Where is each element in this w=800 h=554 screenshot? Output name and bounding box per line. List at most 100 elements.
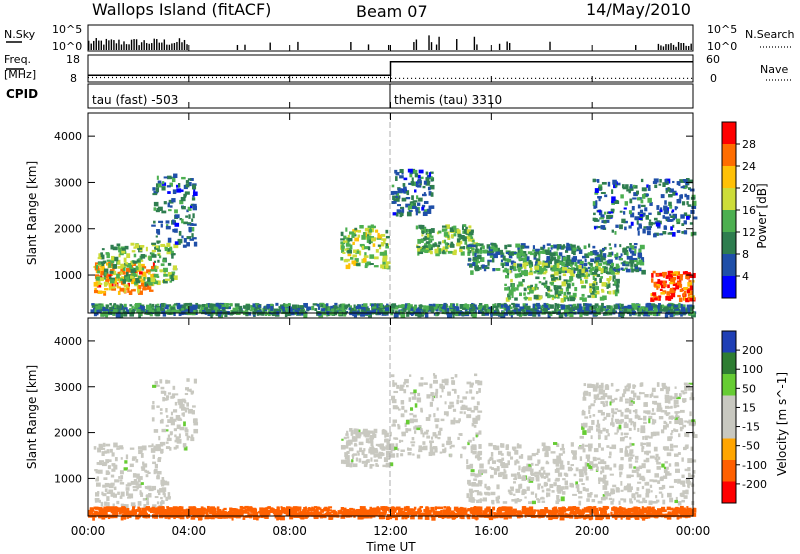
vel-cell (355, 457, 358, 462)
power-cell (609, 305, 613, 309)
vel-cell (646, 410, 651, 415)
power-cell (553, 276, 558, 280)
vel-cell (641, 485, 645, 490)
vel-cell (355, 436, 358, 442)
power-cell (138, 307, 143, 310)
vel-cell (617, 409, 622, 413)
power-cell (546, 257, 550, 262)
vel-cell (521, 476, 527, 481)
power-cell (424, 235, 428, 239)
power-cell (545, 264, 549, 268)
vel-cell (660, 410, 665, 413)
power-cell (152, 187, 156, 191)
vel-cell (169, 431, 173, 435)
power-cell (160, 223, 163, 228)
power-cell (552, 266, 557, 271)
colorbar-tick-label: 4 (742, 270, 749, 283)
colorbar-swatch (722, 232, 736, 254)
power-cell (150, 277, 156, 283)
vel-cell (193, 378, 197, 384)
power-cell (148, 289, 154, 292)
nsearch-ytick-top: 10^5 (707, 23, 737, 36)
power-cell (558, 312, 564, 318)
vel-cell (159, 501, 163, 504)
power-cell (581, 272, 585, 276)
power-cell (594, 188, 599, 193)
vel-cell (663, 466, 666, 470)
power-cell (520, 309, 525, 312)
power-cell (460, 251, 465, 256)
vel-cell (350, 430, 354, 435)
vel-cell (553, 442, 558, 445)
power-cell (611, 200, 615, 204)
vel-cell (352, 463, 358, 468)
vel-cell (400, 449, 405, 452)
power-cell (415, 225, 419, 230)
vel-cell (397, 448, 400, 451)
vel-cell (621, 393, 625, 398)
vel-cell (668, 472, 672, 476)
power-cell (383, 239, 386, 245)
power-cell (133, 267, 137, 272)
power-cell (416, 311, 419, 317)
vel-cell (93, 446, 97, 450)
vel-cell (682, 398, 686, 403)
power-cell (384, 307, 390, 312)
power-cell (566, 283, 571, 289)
vel-cell (551, 490, 555, 493)
vel-cell (156, 511, 159, 514)
power-cell (350, 256, 354, 260)
power-cell (178, 304, 181, 310)
power-cell (167, 202, 170, 208)
power-cell (566, 254, 571, 260)
power-cell (437, 312, 440, 316)
power-cell (600, 191, 606, 195)
power-cell (648, 221, 653, 226)
vel-cell (600, 401, 605, 404)
vel-cell (442, 448, 446, 454)
vel-cell (106, 449, 110, 454)
vel-cell (377, 456, 382, 459)
power-cell (397, 188, 403, 194)
power-cell (96, 311, 99, 316)
power-cell (486, 309, 491, 312)
power-cell (556, 285, 562, 290)
vel-cell (373, 459, 379, 462)
power-cell (125, 262, 129, 265)
power-cell (227, 306, 231, 310)
vel-cell (641, 447, 644, 453)
power-cell (659, 308, 664, 312)
power-cell (574, 306, 579, 311)
power-cell (175, 184, 179, 188)
power-cell (495, 251, 501, 255)
power-cell (683, 220, 687, 225)
vel-cell (663, 420, 667, 423)
vel-cell (457, 395, 460, 399)
power-cell (154, 308, 157, 312)
power-cell (125, 276, 128, 282)
vel-cell (655, 458, 659, 463)
power-cell (129, 308, 132, 314)
power-cell (153, 220, 156, 224)
vel-cell (190, 390, 195, 394)
power-cell (547, 312, 551, 318)
vel-cell (205, 512, 209, 516)
power-cell (487, 259, 492, 263)
power-cell (591, 266, 595, 271)
power-cell (672, 180, 675, 184)
power-cell (437, 244, 441, 248)
vel-cell (491, 467, 494, 471)
power-cell (354, 237, 360, 242)
power-cell (353, 249, 357, 254)
vel-cell (677, 478, 681, 484)
power-cell (643, 306, 647, 312)
power-cell (408, 209, 413, 212)
power-cell (152, 193, 158, 196)
vel-cell (348, 447, 354, 452)
power-cell (504, 304, 508, 308)
power-cell (120, 268, 123, 273)
vel-cell (640, 428, 646, 434)
vel-cell (120, 446, 124, 450)
vel-cell (581, 426, 585, 430)
power-cell (611, 189, 614, 194)
